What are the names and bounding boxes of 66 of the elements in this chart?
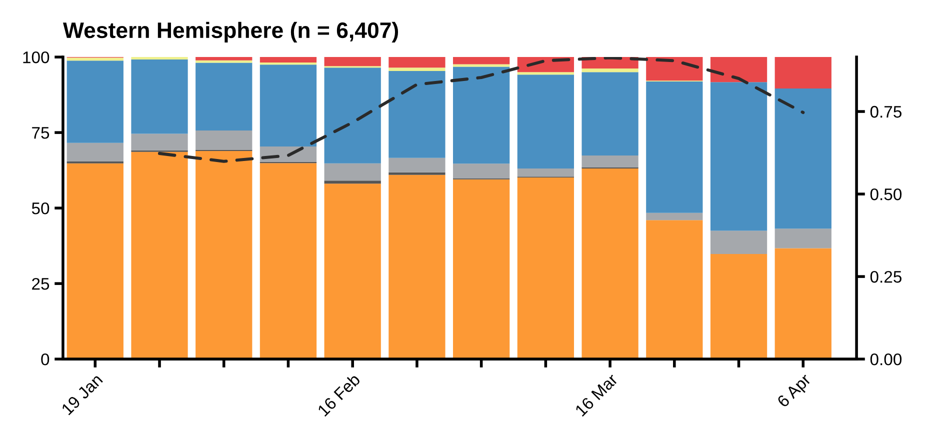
bar [582, 68, 638, 72]
bar [260, 64, 317, 146]
bar [66, 163, 124, 360]
x-tick-label: 16 Feb [316, 372, 361, 417]
bar [260, 163, 317, 360]
line-series [158, 57, 805, 163]
bar [517, 168, 574, 177]
bar [388, 57, 446, 68]
bar [324, 180, 381, 184]
bar [710, 57, 768, 82]
bar [774, 248, 832, 360]
bar [453, 164, 510, 178]
y2-tick-label: 0.50 [870, 188, 902, 200]
bar [131, 152, 188, 360]
bar [196, 60, 252, 63]
y-tick-label: 50 [32, 202, 50, 214]
bar [710, 82, 768, 231]
bar [774, 88, 832, 229]
bar [388, 68, 446, 71]
bar [582, 72, 638, 156]
chart-title: Western Hemisphere (n = 6,407) [62, 22, 398, 43]
bar [453, 57, 510, 64]
y-tick-label: 0 [41, 353, 50, 366]
bar [196, 150, 252, 360]
bar [66, 142, 124, 162]
bar [196, 62, 252, 130]
y2-tick-label: 0.25 [870, 270, 902, 283]
y-tick-label: 75 [32, 127, 50, 139]
bar [774, 228, 832, 248]
bar [388, 70, 446, 158]
bar [517, 178, 574, 360]
y2-tick-label: 0.00 [870, 353, 902, 366]
bar [388, 158, 446, 172]
bar [324, 68, 381, 164]
bar [646, 212, 703, 220]
bar [582, 168, 638, 360]
bar [131, 134, 188, 150]
bar [453, 66, 510, 164]
bar [260, 62, 317, 65]
bar [646, 220, 703, 360]
bar [66, 60, 124, 143]
bar [324, 184, 381, 360]
bar [388, 174, 446, 360]
bar [260, 57, 317, 62]
bar [196, 57, 252, 60]
bar [66, 58, 124, 61]
bar [517, 74, 574, 168]
bar [324, 163, 381, 181]
y-tick-label: 100 [23, 51, 50, 64]
y2-tick-label: 0.75 [870, 106, 902, 118]
x-tick-label: 19 Jan [60, 373, 104, 416]
bar [710, 254, 768, 360]
x-tick-label: 16 Mar [574, 372, 619, 417]
bar [453, 179, 510, 360]
bar [646, 57, 703, 81]
bar [388, 172, 446, 175]
bar [646, 82, 703, 213]
x-tick-label: 6 Apr [776, 372, 814, 410]
bar [582, 156, 638, 168]
bar [774, 57, 832, 88]
y-tick-label: 25 [32, 278, 50, 290]
bar [517, 72, 574, 75]
bar [196, 130, 252, 150]
bar [710, 230, 768, 254]
bar [324, 57, 381, 66]
bar [131, 59, 188, 134]
